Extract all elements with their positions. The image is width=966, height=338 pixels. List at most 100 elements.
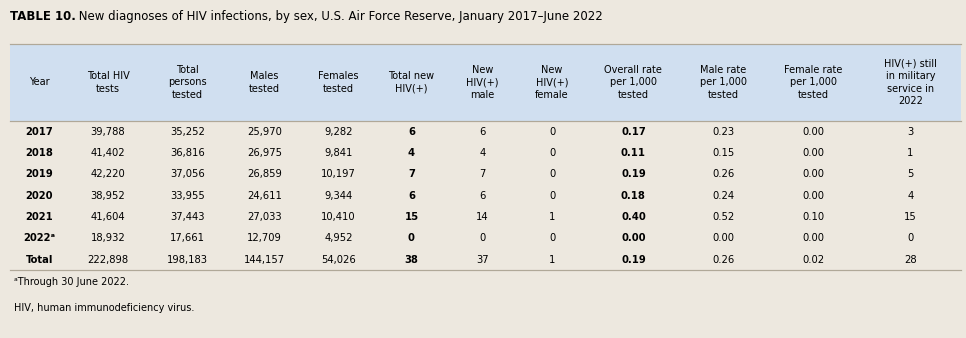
- Text: Female rate
per 1,000
tested: Female rate per 1,000 tested: [784, 65, 842, 100]
- Text: 39,788: 39,788: [91, 127, 126, 137]
- Text: 0.24: 0.24: [712, 191, 734, 201]
- Text: Total new
HIV(+): Total new HIV(+): [388, 71, 435, 94]
- Text: 2020: 2020: [25, 191, 53, 201]
- Text: 0.18: 0.18: [621, 191, 646, 201]
- Text: 18,932: 18,932: [91, 233, 126, 243]
- Text: 37,056: 37,056: [170, 169, 205, 179]
- Text: 15: 15: [405, 212, 418, 222]
- Text: 5: 5: [907, 169, 914, 179]
- Text: 0.00: 0.00: [802, 233, 824, 243]
- Text: 38,952: 38,952: [91, 191, 126, 201]
- Text: 26,975: 26,975: [247, 148, 282, 158]
- Text: 6: 6: [479, 127, 486, 137]
- Text: 0.00: 0.00: [802, 169, 824, 179]
- Text: 0.52: 0.52: [712, 212, 734, 222]
- Text: 0.15: 0.15: [712, 148, 734, 158]
- Text: 9,841: 9,841: [325, 148, 353, 158]
- Text: New
HIV(+)
male: New HIV(+) male: [466, 65, 498, 100]
- Text: 0: 0: [549, 169, 555, 179]
- Text: 144,157: 144,157: [243, 255, 285, 265]
- Text: 0: 0: [549, 191, 555, 201]
- Text: 10,410: 10,410: [321, 212, 355, 222]
- Text: 0: 0: [408, 233, 414, 243]
- Text: 0.00: 0.00: [802, 191, 824, 201]
- Text: 0.11: 0.11: [621, 148, 646, 158]
- Text: HIV(+) still
in military
service in
2022: HIV(+) still in military service in 2022: [884, 59, 937, 106]
- Text: TABLE 10.: TABLE 10.: [10, 10, 75, 23]
- Text: 9,344: 9,344: [325, 191, 353, 201]
- Text: 15: 15: [904, 212, 917, 222]
- Text: 0.00: 0.00: [712, 233, 734, 243]
- Text: 27,033: 27,033: [247, 212, 282, 222]
- Text: Females
tested: Females tested: [318, 71, 358, 94]
- Text: 26,859: 26,859: [247, 169, 282, 179]
- Text: 28: 28: [904, 255, 917, 265]
- Text: Total
persons
tested: Total persons tested: [168, 65, 207, 100]
- Text: 9,282: 9,282: [325, 127, 353, 137]
- Text: 0.26: 0.26: [712, 255, 734, 265]
- Text: 41,402: 41,402: [91, 148, 126, 158]
- Text: 37: 37: [476, 255, 489, 265]
- Text: 2017: 2017: [25, 127, 53, 137]
- Text: 10,197: 10,197: [321, 169, 355, 179]
- Text: 14: 14: [476, 212, 489, 222]
- Text: 0: 0: [549, 233, 555, 243]
- Text: Males
tested: Males tested: [249, 71, 280, 94]
- Text: 6: 6: [408, 191, 415, 201]
- Text: 2022ᵃ: 2022ᵃ: [23, 233, 55, 243]
- Text: 41,604: 41,604: [91, 212, 126, 222]
- Text: 4,952: 4,952: [325, 233, 353, 243]
- Text: 4: 4: [408, 148, 415, 158]
- Text: 2019: 2019: [25, 169, 53, 179]
- Text: 2018: 2018: [25, 148, 53, 158]
- Text: Male rate
per 1,000
tested: Male rate per 1,000 tested: [699, 65, 747, 100]
- Text: 7: 7: [408, 169, 414, 179]
- Text: Total HIV
tests: Total HIV tests: [87, 71, 129, 94]
- Text: 0.40: 0.40: [621, 212, 646, 222]
- Text: New
HIV(+)
female: New HIV(+) female: [535, 65, 569, 100]
- Text: Overall rate
per 1,000
tested: Overall rate per 1,000 tested: [605, 65, 663, 100]
- Text: 35,252: 35,252: [170, 127, 205, 137]
- Text: 222,898: 222,898: [87, 255, 128, 265]
- Text: 198,183: 198,183: [167, 255, 208, 265]
- Text: 4: 4: [479, 148, 485, 158]
- Text: 38: 38: [405, 255, 418, 265]
- Text: ᵃThrough 30 June 2022.: ᵃThrough 30 June 2022.: [14, 277, 129, 287]
- Text: 24,611: 24,611: [247, 191, 282, 201]
- Text: HIV, human immunodeficiency virus.: HIV, human immunodeficiency virus.: [14, 303, 195, 313]
- Text: 3: 3: [907, 127, 914, 137]
- Text: 4: 4: [907, 191, 914, 201]
- Text: Year: Year: [29, 77, 49, 88]
- Text: 6: 6: [479, 191, 486, 201]
- Text: 36,816: 36,816: [170, 148, 205, 158]
- Text: 33,955: 33,955: [170, 191, 205, 201]
- Text: 7: 7: [479, 169, 486, 179]
- Text: 0.00: 0.00: [802, 127, 824, 137]
- Text: 0.02: 0.02: [802, 255, 824, 265]
- Text: New diagnoses of HIV infections, by sex, U.S. Air Force Reserve, January 2017–Ju: New diagnoses of HIV infections, by sex,…: [75, 10, 603, 23]
- Text: 2021: 2021: [25, 212, 53, 222]
- Text: 12,709: 12,709: [247, 233, 282, 243]
- Text: 0.00: 0.00: [802, 148, 824, 158]
- Text: Total: Total: [25, 255, 53, 265]
- Text: 0.23: 0.23: [712, 127, 734, 137]
- Text: 25,970: 25,970: [247, 127, 282, 137]
- Text: 54,026: 54,026: [321, 255, 355, 265]
- Text: 0.19: 0.19: [621, 169, 646, 179]
- Text: 1: 1: [549, 212, 555, 222]
- Text: 0.10: 0.10: [802, 212, 824, 222]
- Text: 0.26: 0.26: [712, 169, 734, 179]
- Text: 0: 0: [549, 148, 555, 158]
- Text: 42,220: 42,220: [91, 169, 126, 179]
- Text: 6: 6: [408, 127, 415, 137]
- Text: 0.19: 0.19: [621, 255, 646, 265]
- Text: 0: 0: [479, 233, 485, 243]
- Text: 0.00: 0.00: [621, 233, 645, 243]
- Text: 0: 0: [907, 233, 914, 243]
- Text: 0.17: 0.17: [621, 127, 646, 137]
- Bar: [10, 44, 961, 121]
- Text: 37,443: 37,443: [170, 212, 205, 222]
- Text: 1: 1: [907, 148, 914, 158]
- Text: 17,661: 17,661: [170, 233, 205, 243]
- Text: 0: 0: [549, 127, 555, 137]
